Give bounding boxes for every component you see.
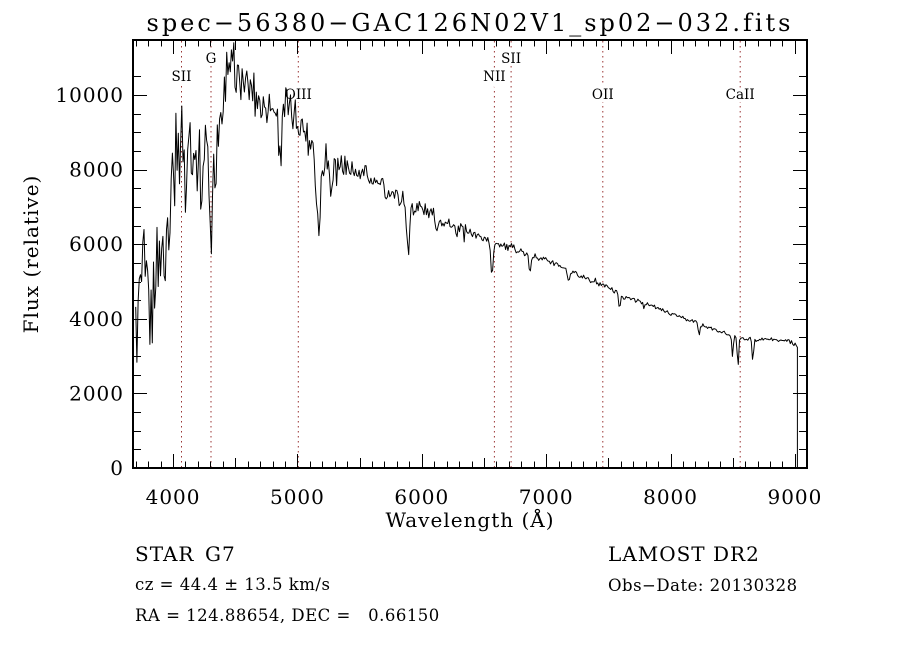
spectral-line-label: NII bbox=[483, 69, 505, 85]
y-tick-label: 6000 bbox=[69, 232, 124, 256]
spectral-line-label: G bbox=[206, 51, 217, 67]
spectral-line-label: OIII bbox=[285, 87, 312, 103]
y-tick-label: 2000 bbox=[69, 381, 124, 405]
spectral-line-label: OII bbox=[592, 87, 614, 103]
object-class-label: STAR bbox=[135, 542, 195, 566]
x-axis-label: Wavelength (Å) bbox=[385, 507, 554, 532]
plot-frame bbox=[132, 39, 808, 469]
y-tick-label: 0 bbox=[110, 456, 124, 480]
x-tick-label: 9000 bbox=[767, 485, 822, 509]
y-tick-label: 4000 bbox=[69, 307, 124, 331]
y-axis-label: Flux (relative) bbox=[19, 175, 43, 334]
survey-release-label: LAMOST DR2 bbox=[608, 542, 760, 566]
chart-title: spec−56380−GAC126N02V1_sp02−032.fits bbox=[147, 9, 794, 37]
spectral-line-label: SII bbox=[501, 51, 521, 67]
obs-date-text: Obs−Date: 20130328 bbox=[608, 576, 798, 595]
spectrum-trace bbox=[135, 42, 798, 467]
redshift-velocity-text: cz = 44.4 ± 13.5 km/s bbox=[135, 575, 331, 594]
y-tick-label: 8000 bbox=[69, 158, 124, 182]
x-tick-label: 4000 bbox=[146, 485, 201, 509]
x-tick-label: 5000 bbox=[270, 485, 325, 509]
axis-ticks bbox=[134, 41, 806, 469]
spectral-line-label: SII bbox=[172, 69, 192, 85]
x-tick-label: 6000 bbox=[394, 485, 449, 509]
object-subclass: G7 bbox=[205, 542, 236, 566]
spectral-line-label: CaII bbox=[726, 87, 755, 103]
y-tick-label: 10000 bbox=[55, 83, 124, 107]
ra-dec-text: RA = 124.88654, DEC = 0.66150 bbox=[135, 606, 440, 625]
x-tick-label: 7000 bbox=[519, 485, 574, 509]
x-tick-label: 8000 bbox=[643, 485, 698, 509]
